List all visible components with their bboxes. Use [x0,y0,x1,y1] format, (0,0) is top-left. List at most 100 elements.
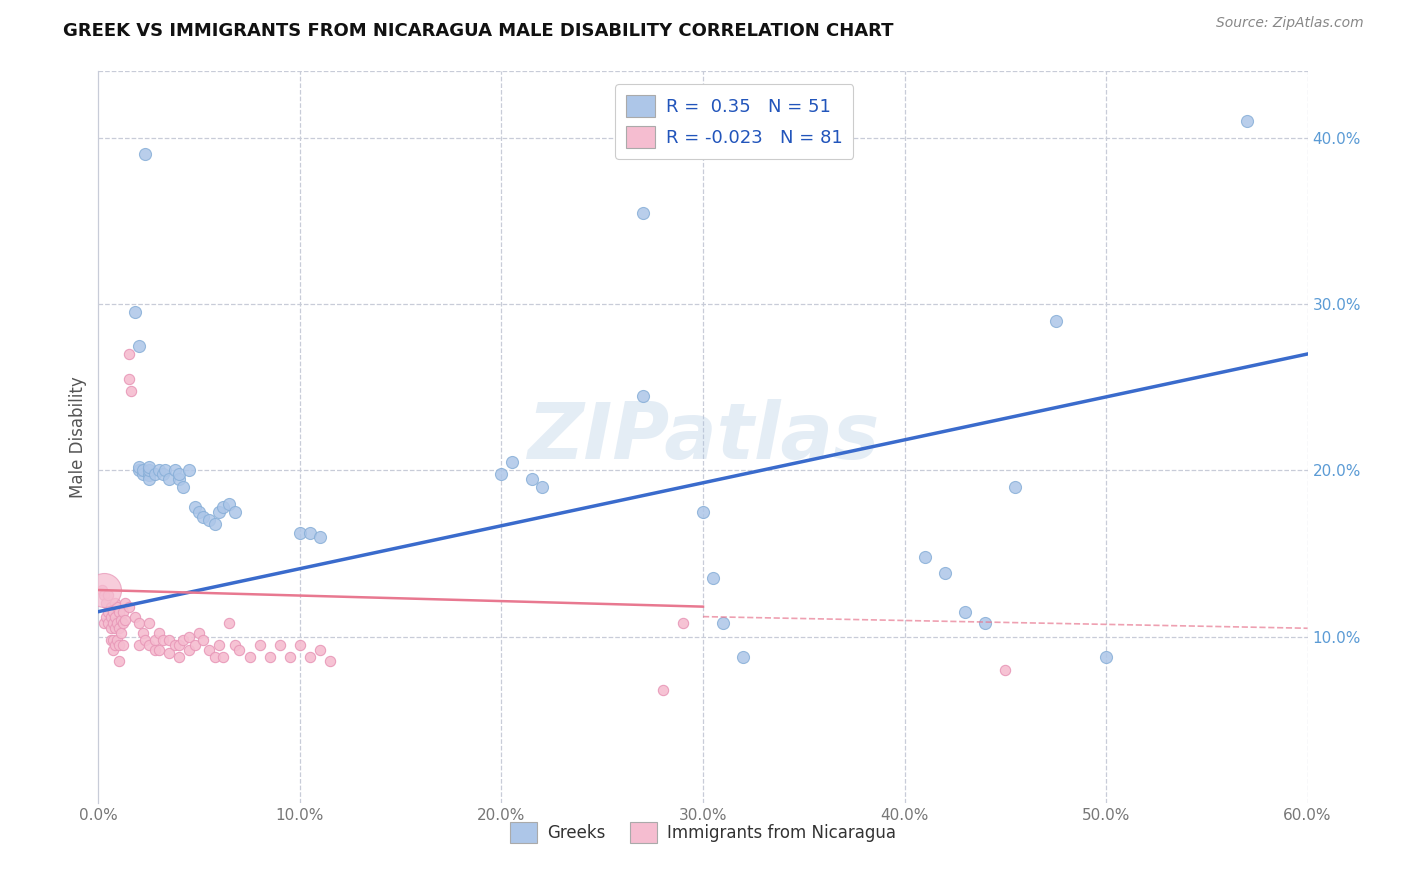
Point [157,632,180,647]
Point [111,605,134,619]
Point [148,626,170,640]
Point [218,616,240,631]
Point [224,505,246,519]
Point [167,472,190,486]
Text: GREEK VS IMMIGRANTS FROM NICARAGUA MALE DISABILITY CORRELATION CHART: GREEK VS IMMIGRANTS FROM NICARAGUA MALE … [63,22,894,40]
Point [107,638,129,652]
Point [228,643,250,657]
Point [934,566,956,581]
Point [138,460,160,475]
Point [100,609,122,624]
Point [118,372,141,386]
Point [148,643,170,657]
Point [520,472,543,486]
Point [138,472,160,486]
Text: ZIPatlas: ZIPatlas [527,399,879,475]
Point [152,467,174,481]
Point [93,616,115,631]
Point [128,338,150,352]
Point [103,638,125,652]
Point [157,646,180,660]
Point [501,455,523,469]
Y-axis label: Male Disability: Male Disability [69,376,87,498]
Point [179,463,201,477]
Point [97,616,120,631]
Point [218,497,240,511]
Point [163,638,186,652]
Point [103,621,125,635]
Point [239,649,262,664]
Point [101,632,124,647]
Point [101,616,124,631]
Point [167,467,190,481]
Point [101,643,124,657]
Point [100,621,122,635]
Point [96,609,118,624]
Point [188,505,211,519]
Point [118,347,141,361]
Point [128,638,150,652]
Point [184,638,207,652]
Point [249,638,271,652]
Point [134,147,156,161]
Point [138,468,160,483]
Point [143,467,166,481]
Point [143,632,166,647]
Point [111,616,134,631]
Point [96,596,118,610]
Point [105,599,128,614]
Point [631,388,654,402]
Point [651,682,673,697]
Point [153,463,176,477]
Point [319,655,342,669]
Point [132,467,155,481]
Point [299,649,322,664]
Point [124,609,146,624]
Point [733,649,755,664]
Point [138,463,160,477]
Point [692,505,714,519]
Point [179,630,201,644]
Point [120,384,142,398]
Point [1004,480,1026,494]
Point [702,571,724,585]
Point [132,463,155,477]
Point [198,513,221,527]
Point [134,632,156,647]
Point [184,500,207,514]
Point [93,588,115,602]
Point [107,605,129,619]
Point [110,626,132,640]
Point [118,599,141,614]
Point [269,638,291,652]
Point [309,643,332,657]
Point [128,460,150,475]
Point [103,596,125,610]
Point [711,616,734,631]
Point [110,613,132,627]
Point [105,632,128,647]
Point [198,643,221,657]
Point [163,463,186,477]
Point [138,616,160,631]
Point [172,480,194,494]
Point [204,649,226,664]
Point [188,626,211,640]
Point [93,582,115,597]
Point [101,605,124,619]
Point [105,616,128,631]
Point [631,205,654,219]
Point [299,526,322,541]
Point [288,638,311,652]
Point [193,632,215,647]
Point [143,643,166,657]
Point [914,549,936,564]
Point [97,605,120,619]
Point [114,613,136,627]
Point [152,632,174,647]
Point [114,596,136,610]
Text: Source: ZipAtlas.com: Source: ZipAtlas.com [1216,16,1364,30]
Point [994,663,1017,677]
Point [288,526,311,541]
Point [167,638,190,652]
